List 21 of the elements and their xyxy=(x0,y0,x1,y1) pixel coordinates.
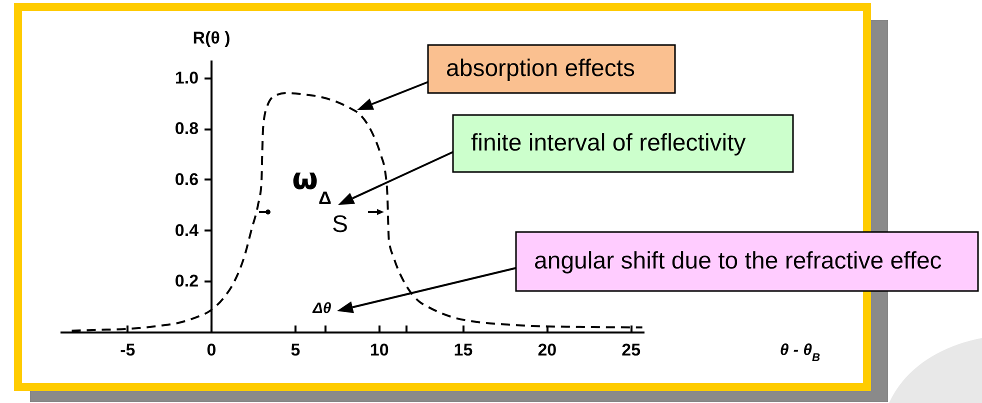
text: θ - θ$_{B}$ xyxy=(780,342,820,364)
annotation: Δθ xyxy=(312,300,332,317)
x-tick-label: 25 xyxy=(622,340,641,360)
x-tick-label: 20 xyxy=(538,340,557,360)
x-tick-label: 0 xyxy=(206,340,216,360)
x-tick-label: 5 xyxy=(290,340,300,360)
y-tick-label: 0.8 xyxy=(174,119,199,138)
x-tick-label: -5 xyxy=(120,340,136,360)
annotation: absorption effects xyxy=(446,55,636,82)
y-tick-label: 1.0 xyxy=(174,68,199,88)
annotation: ω xyxy=(292,162,318,197)
y-tick-label: 0.4 xyxy=(174,220,200,240)
annotation: finite interval of reflectivity xyxy=(471,130,746,156)
y-tick-label: 0.2 xyxy=(174,272,199,291)
annotation: angular shift due to the refractive effec xyxy=(534,248,942,274)
annotation: Δ xyxy=(318,188,332,208)
x-tick-label: 15 xyxy=(454,340,473,360)
y-axis-title: R(θ ) xyxy=(192,28,230,48)
x-tick-label: 10 xyxy=(370,340,389,360)
y-tick-label: 0.6 xyxy=(174,170,199,189)
annotation: S xyxy=(332,211,348,238)
